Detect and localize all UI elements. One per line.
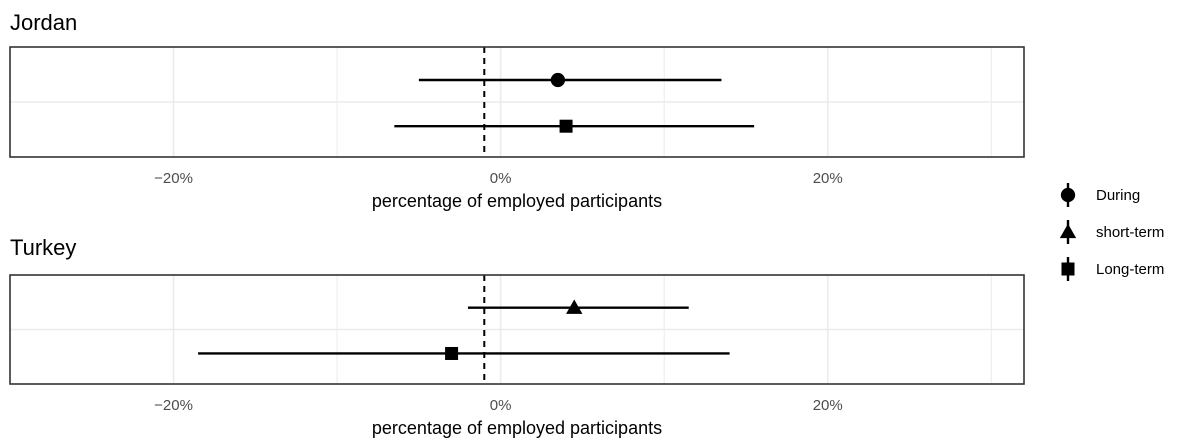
x-tick-label: −20% — [154, 397, 193, 414]
point-long-term — [445, 346, 459, 360]
legend-label: short-term — [1096, 224, 1164, 241]
panel-border — [9, 274, 1025, 385]
x-axis-title: percentage of employed participants — [372, 191, 662, 211]
panel-title: Jordan — [10, 10, 77, 35]
point-during — [550, 72, 566, 88]
x-tick-label: 0% — [490, 170, 512, 187]
legend-item-long-term: Long-term — [1061, 257, 1164, 281]
point-short-term — [566, 299, 583, 314]
panel-title: Turkey — [10, 235, 76, 260]
legend-key-square — [1061, 262, 1075, 276]
legend-key-circle — [1060, 187, 1076, 203]
x-tick-label: 20% — [813, 170, 843, 187]
legend-item-short-term: short-term — [1059, 220, 1164, 244]
x-tick-label: 20% — [813, 397, 843, 414]
x-tick-label: 0% — [490, 397, 512, 414]
x-tick-label: −20% — [154, 170, 193, 187]
x-axis-title: percentage of employed participants — [372, 418, 662, 438]
legend-label: Long-term — [1096, 261, 1164, 278]
panel-jordan: Jordan −20% 0% 20% percentage of employed pa… — [9, 10, 1025, 211]
legend-label: During — [1096, 187, 1140, 204]
legend-key-triangle — [1059, 223, 1077, 239]
gridlines — [9, 47, 1024, 157]
gridlines — [9, 275, 1024, 384]
panel-turkey: Turkey −20% 0% 20% percentage of employed pa… — [9, 235, 1025, 438]
panel-border — [9, 46, 1025, 158]
legend-item-during: During — [1060, 183, 1140, 207]
legend: During short-term Long-term — [1059, 183, 1164, 281]
point-long-term — [559, 119, 573, 133]
